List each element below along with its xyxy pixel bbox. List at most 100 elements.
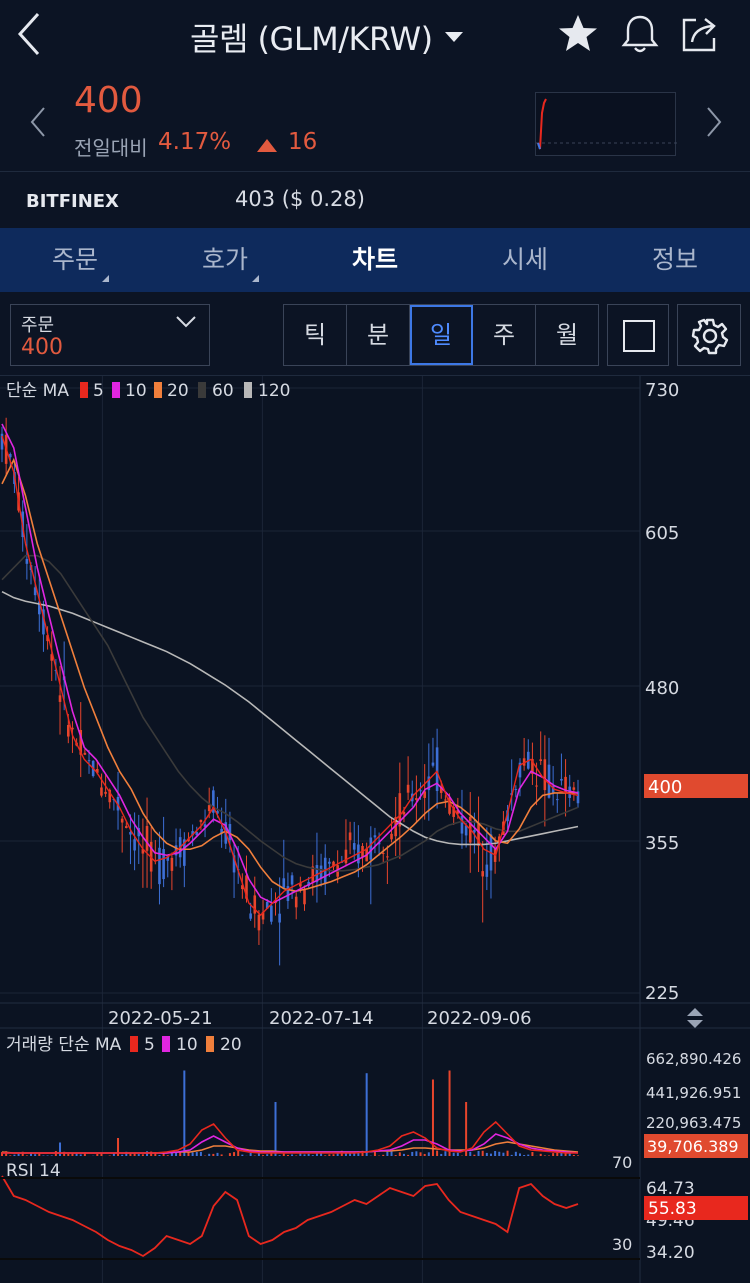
tab-order[interactable]: 주문: [0, 228, 150, 292]
candle-body: [108, 789, 112, 803]
rsi-current-tag-text: 55.83: [648, 1199, 697, 1219]
volume-bar: [191, 1152, 194, 1156]
volume-bar: [328, 1154, 331, 1156]
candle-body: [477, 823, 480, 846]
vol-y-tick: 441,926.951: [646, 1084, 741, 1102]
change-percent: 4.17%: [158, 129, 232, 155]
candle-body: [431, 762, 435, 766]
candle-body: [497, 836, 501, 842]
x-tick: 2022-05-21: [108, 1008, 213, 1029]
tab-orderbook[interactable]: 호가: [150, 228, 300, 292]
candle-body: [96, 769, 99, 773]
x-tick: 2022-09-06: [427, 1008, 532, 1029]
volume-bar: [523, 1155, 526, 1156]
ma60-line: [1, 554, 579, 872]
star-icon[interactable]: [556, 12, 600, 56]
chevron-left-icon[interactable]: [28, 104, 48, 140]
candle-body: [373, 835, 377, 838]
mini-chart[interactable]: [535, 92, 677, 156]
chevron-down-icon: [444, 32, 463, 42]
pane-resize-icon[interactable]: [687, 1008, 703, 1028]
candle-body: [381, 852, 385, 854]
top-bar: 골렘 (GLM/KRW): [0, 0, 750, 70]
chart-grid: [0, 376, 640, 1283]
candle-body: [522, 758, 526, 766]
period-minute[interactable]: 분: [347, 305, 410, 365]
volume-bar: [407, 1154, 410, 1156]
volume-bar: [175, 1152, 178, 1156]
volume-legend: 거래량 단순 MA 5 10 20: [6, 1035, 242, 1055]
volume-bar: [75, 1153, 78, 1156]
ma120-legend: 120: [258, 381, 290, 401]
order-select[interactable]: 주문 400: [10, 304, 210, 366]
volume-bar: [228, 1153, 231, 1156]
share-icon[interactable]: [678, 12, 722, 56]
vol-ma20-swatch: [206, 1036, 214, 1052]
volume-bar: [552, 1153, 555, 1156]
candle-body: [50, 654, 54, 661]
bell-icon[interactable]: [618, 12, 662, 56]
volume-bar: [440, 1153, 443, 1156]
y-tick: 605: [645, 523, 679, 544]
candle-body: [87, 760, 91, 762]
volume-bar: [560, 1152, 563, 1156]
page-title[interactable]: 골렘 (GLM/KRW): [190, 14, 463, 60]
ma5-line: [1, 435, 579, 917]
candle-body: [8, 454, 12, 458]
candle-body: [311, 866, 315, 883]
period-month[interactable]: 월: [555, 321, 579, 349]
exchange-row: BITFINEX 403 ($ 0.28): [0, 172, 750, 228]
candle-body: [423, 791, 426, 798]
candle-body: [303, 889, 306, 905]
volume-bar: [212, 1153, 215, 1156]
tab-info[interactable]: 정보: [600, 228, 750, 292]
order-select-label: 주문: [21, 315, 55, 336]
candle-body: [390, 833, 393, 840]
candle-body: [473, 830, 476, 833]
period-tick[interactable]: 틱: [284, 305, 347, 365]
exchange-price: 403 ($ 0.28): [235, 187, 365, 211]
candle-body: [435, 747, 439, 791]
candle-body: [564, 776, 567, 793]
volume-bar: [498, 1151, 501, 1156]
volume-bar: [216, 1152, 219, 1156]
volume-bar: [112, 1152, 115, 1156]
volume-bar: [320, 1152, 323, 1156]
volume-bar: [63, 1151, 66, 1156]
volume-bar: [71, 1152, 74, 1156]
chevron-right-icon[interactable]: [704, 104, 724, 140]
tab-market[interactable]: 시세: [450, 228, 600, 292]
period-week[interactable]: 주: [473, 305, 536, 365]
volume-bar: [129, 1153, 132, 1156]
candle-body: [555, 799, 559, 801]
candle-body: [170, 857, 174, 871]
period-day[interactable]: 일: [410, 305, 473, 365]
candle-body: [427, 776, 431, 791]
volume-bar: [208, 1153, 211, 1156]
tab-chart[interactable]: 차트: [300, 228, 450, 292]
candle-body: [100, 787, 103, 796]
volume-bar: [361, 1150, 364, 1156]
chevron-down-icon: [176, 316, 196, 328]
price-panel: 400 전일대비 4.17% 16: [0, 70, 750, 172]
volume-bar: [373, 1151, 376, 1156]
volume-bar: [577, 1155, 579, 1156]
tab-market-label: 시세: [501, 245, 548, 274]
candle-body: [120, 818, 124, 823]
candle-body: [299, 882, 302, 887]
ma120-line: [1, 590, 579, 846]
vol-ma5-legend: 5: [144, 1035, 155, 1055]
price-chart-svg[interactable]: 단순 MA 5 10 20 60 120 730 605 480 355 225…: [0, 376, 750, 1283]
back-arrow-icon[interactable]: [14, 10, 44, 58]
chart-area[interactable]: 단순 MA 5 10 20 60 120 730 605 480 355 225…: [0, 376, 750, 1283]
volume-bar: [270, 1152, 273, 1156]
candle-body: [195, 832, 199, 836]
volume-bar: [568, 1153, 571, 1156]
draw-box-button[interactable]: [607, 304, 669, 366]
candle-body: [286, 886, 290, 901]
submenu-indicator-icon: [102, 275, 109, 282]
chart-settings-button[interactable]: [677, 304, 741, 366]
change-value: 16: [288, 129, 318, 155]
volume-bar: [220, 1154, 223, 1156]
volume-bar: [481, 1150, 484, 1156]
